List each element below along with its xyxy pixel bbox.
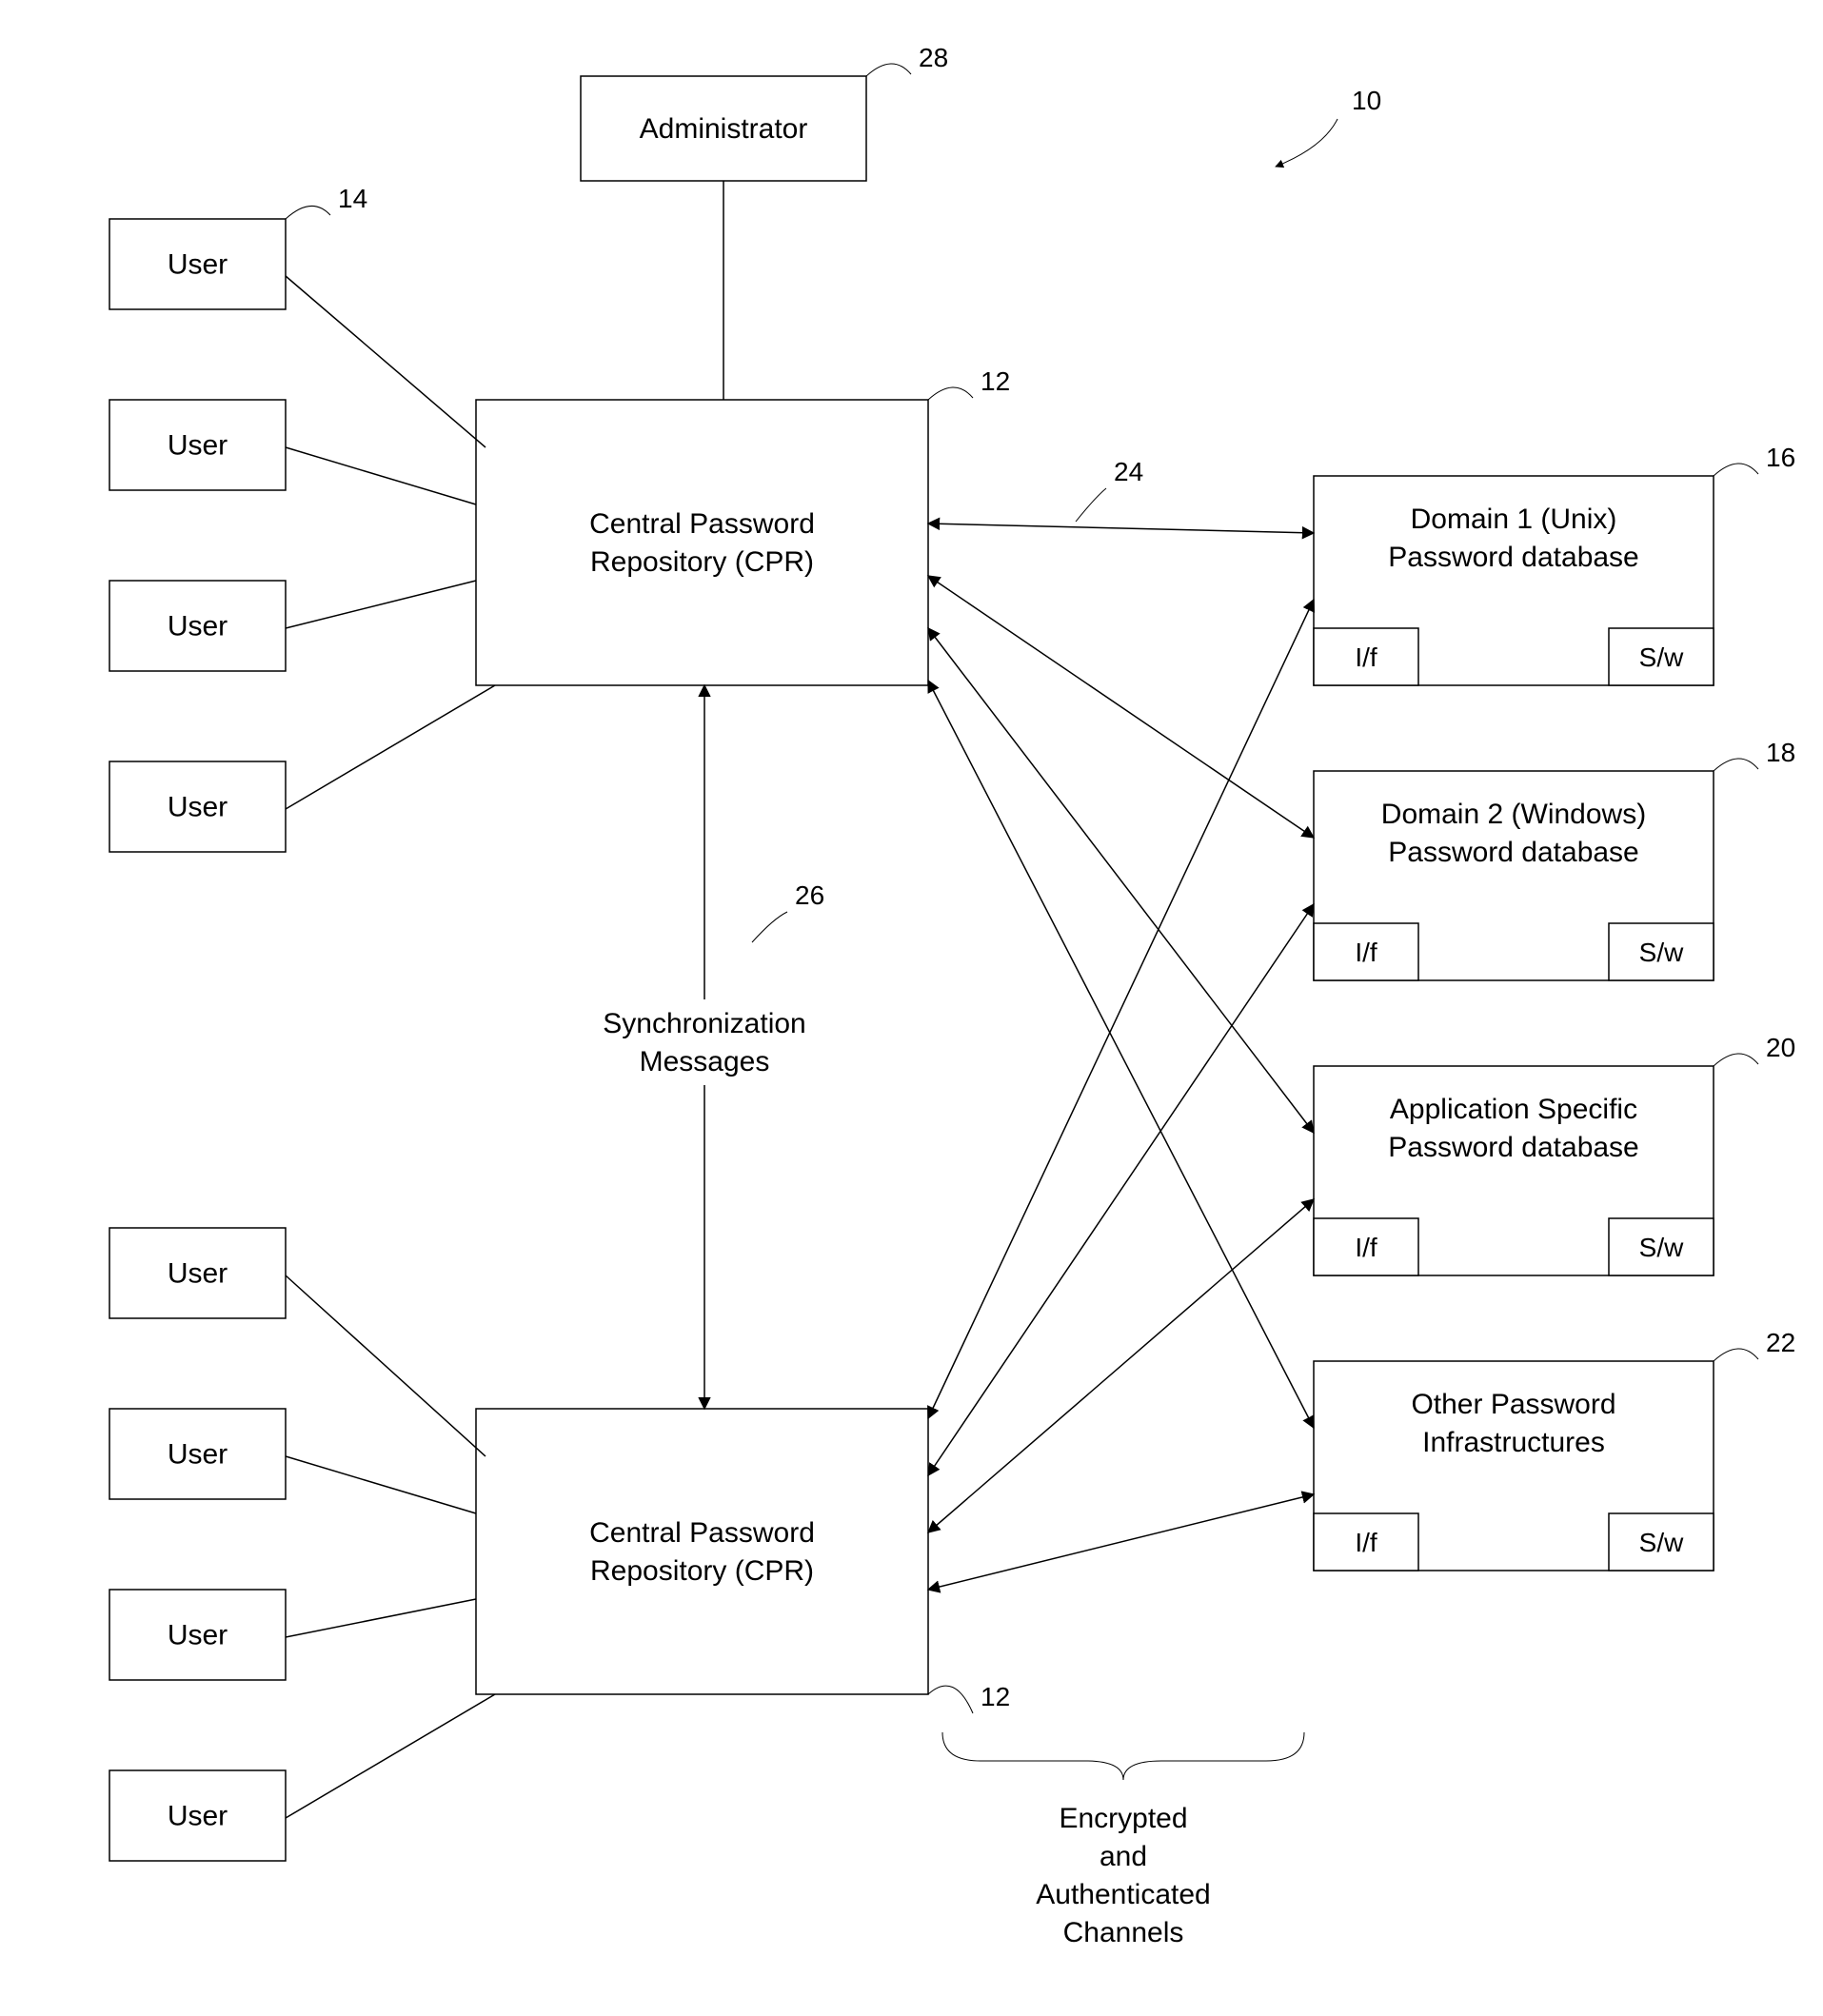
enc-1: Encrypted — [1059, 1803, 1187, 1834]
sync-l1b: Synchronization — [603, 1008, 805, 1039]
edge-u8 — [286, 1694, 495, 1818]
edge-u4 — [286, 685, 495, 809]
ref-22-leader — [1714, 1349, 1758, 1361]
ref-20-leader — [1714, 1054, 1758, 1066]
user2-label: User — [168, 430, 228, 462]
other-l2: Infrastructures — [1422, 1427, 1605, 1458]
other-l1: Other Password — [1411, 1389, 1615, 1420]
app-l2: Password database — [1388, 1132, 1639, 1163]
ref-22: 22 — [1766, 1328, 1795, 1357]
cpr1-l1: Central Password — [589, 508, 815, 540]
ref-12a: 12 — [981, 366, 1010, 396]
ref-12a-leader — [928, 387, 973, 400]
user8-label: User — [168, 1801, 228, 1832]
edge-c2d3 — [928, 1199, 1314, 1532]
ref-16: 16 — [1766, 443, 1795, 472]
ref-26-leader — [752, 912, 787, 942]
sync-l2b: Messages — [640, 1046, 770, 1077]
app-if: I/f — [1355, 1233, 1377, 1262]
dom1-l1: Domain 1 (Unix) — [1411, 504, 1617, 535]
ref-14: 14 — [338, 184, 367, 213]
edge-u5 — [286, 1275, 485, 1456]
ref-16-leader — [1714, 464, 1758, 476]
edge-c2d4 — [928, 1494, 1314, 1590]
cpr1-box — [476, 400, 928, 685]
edge-c1d3 — [928, 628, 1314, 1133]
cpr1-l2: Repository (CPR) — [590, 546, 814, 578]
enc-4: Channels — [1063, 1917, 1184, 1948]
ref-10-arrow — [1276, 119, 1338, 167]
edge-u7 — [286, 1599, 476, 1637]
ref-26: 26 — [795, 880, 824, 910]
edge-c1d4 — [928, 681, 1314, 1428]
dom1-if: I/f — [1355, 642, 1377, 672]
ref-18: 18 — [1766, 738, 1795, 767]
edge-c1d2 — [928, 576, 1314, 838]
user1-label: User — [168, 249, 228, 281]
user3-label: User — [168, 611, 228, 642]
ref-24-leader — [1076, 488, 1106, 522]
cpr2-box — [476, 1409, 928, 1694]
ref-10: 10 — [1352, 86, 1381, 115]
cpr2-l1: Central Password — [589, 1517, 815, 1549]
enc-2: and — [1100, 1841, 1147, 1872]
dom2-sw: S/w — [1639, 938, 1684, 967]
ref-18-leader — [1714, 759, 1758, 771]
dom1-l2: Password database — [1388, 542, 1639, 573]
edge-u1 — [286, 276, 485, 447]
ref-14-leader — [286, 206, 330, 219]
ref-28-leader — [866, 64, 911, 76]
ref-24: 24 — [1114, 457, 1143, 486]
cpr2-l2: Repository (CPR) — [590, 1555, 814, 1587]
ref-12b-leader — [928, 1686, 973, 1713]
ref-12b: 12 — [981, 1682, 1010, 1711]
dom2-l2: Password database — [1388, 837, 1639, 868]
edge-c2d1 — [928, 600, 1314, 1418]
user5-label: User — [168, 1258, 228, 1290]
edge-u6 — [286, 1456, 476, 1513]
user6-label: User — [168, 1439, 228, 1471]
user7-label: User — [168, 1620, 228, 1651]
user4-label: User — [168, 792, 228, 823]
app-l1: Application Specific — [1390, 1094, 1637, 1125]
other-if: I/f — [1355, 1528, 1377, 1557]
edge-u3 — [286, 581, 476, 628]
dom2-l1: Domain 2 (Windows) — [1381, 799, 1646, 830]
ref-28: 28 — [919, 43, 948, 72]
enc-3: Authenticated — [1036, 1879, 1210, 1910]
dom1-sw: S/w — [1639, 642, 1684, 672]
edge-u2 — [286, 447, 476, 504]
brace — [942, 1732, 1304, 1780]
dom2-if: I/f — [1355, 938, 1377, 967]
other-sw: S/w — [1639, 1528, 1684, 1557]
app-sw: S/w — [1639, 1233, 1684, 1262]
ref-20: 20 — [1766, 1033, 1795, 1062]
edge-c2d2 — [928, 904, 1314, 1475]
edge-c1d1 — [928, 524, 1314, 533]
admin-label: Administrator — [640, 113, 808, 145]
